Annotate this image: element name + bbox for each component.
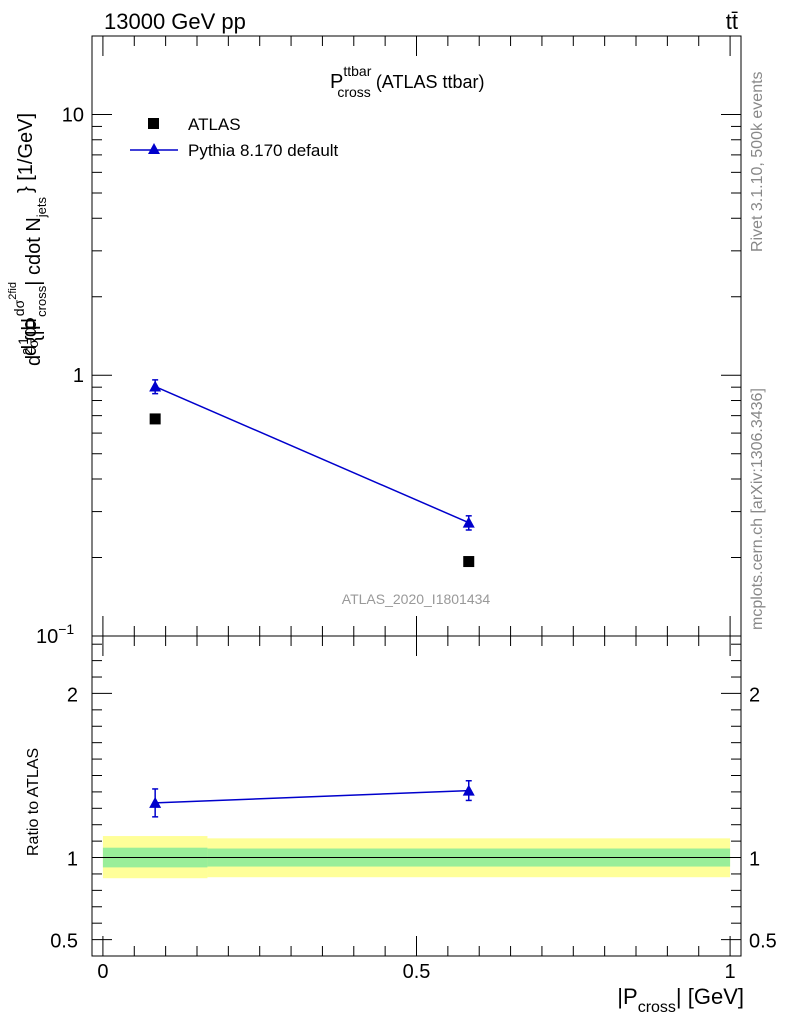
ratio-x-tick-label: 1	[725, 961, 736, 983]
watermark: ATLAS_2020_I1801434	[342, 591, 491, 607]
legend: ATLAS Pythia 8.170 default	[130, 115, 339, 160]
process-label: tt̄	[726, 9, 738, 34]
ratio-data-point	[149, 796, 162, 808]
main-panel: 10 1 10−1 ATLAS_2020_I1801434 Pttbar cross …	[7, 35, 742, 648]
ratio-pythia-line	[155, 789, 469, 804]
mcplots-label: mcplots.cern.ch [arXiv:1306.3436]	[749, 388, 766, 630]
pythia-data-point	[462, 516, 475, 528]
legend-marker-atlas	[148, 118, 159, 129]
ratio-y-tick-label: 0.5	[50, 931, 78, 953]
legend-marker-pythia	[148, 143, 160, 154]
ratio-y-tick-label-right: 0.5	[749, 931, 777, 953]
main-y-tick-label: 10	[62, 104, 84, 126]
ratio-y-tick-label: 2	[67, 684, 78, 706]
rivet-label: Rivet 3.1.10, 500k events	[749, 71, 766, 252]
main-data-marks	[149, 379, 475, 568]
pythia-line	[154, 385, 470, 524]
ratio-panel: 2 21 10.5 0.5 0 0.5 1 Ratio to ATLAS |Pcross|…	[25, 635, 777, 1016]
ratio-y-tick-label-right: 2	[749, 684, 760, 706]
ratio-y-axis: 2 2 1 1 0.5 0.5	[50, 643, 777, 953]
atlas-data-point	[149, 413, 161, 425]
ratio-x-tick-label: 0	[97, 961, 108, 983]
ratio-data-marks	[149, 779, 475, 818]
ratio-y-tick-label-right: 1	[749, 849, 760, 871]
pythia-data-point	[149, 380, 162, 392]
atlas-data-point	[463, 556, 475, 568]
ratio-data-point	[462, 784, 475, 796]
ratio-x-tick-label: 0.5	[403, 961, 431, 983]
ratio-y-axis-label: Ratio to ATLAS	[25, 748, 42, 856]
x-axis-label: |Pcross| [GeV]	[617, 984, 744, 1016]
main-y-axis-label: d1dσddσ2fidd2 {|Pcross| cdot Njets} [1/G…	[7, 113, 49, 366]
legend-label-atlas: ATLAS	[188, 115, 241, 134]
main-y-tick-label: 1	[73, 365, 84, 387]
main-x-ticks	[102, 36, 731, 636]
ratio-x-axis: 0 0.5 1	[97, 636, 736, 983]
legend-label-pythia: Pythia 8.170 default	[188, 141, 339, 160]
main-y-tick-label: 10−1	[36, 621, 74, 648]
ratio-y-tick-label: 1	[67, 849, 78, 871]
plot-title: Pttbar cross (ATLAS ttbar)	[330, 63, 485, 100]
ratio-frame	[91, 635, 742, 957]
energy-label: 13000 GeV pp	[104, 9, 246, 34]
main-y-axis: 10 1 10−1	[36, 35, 741, 648]
